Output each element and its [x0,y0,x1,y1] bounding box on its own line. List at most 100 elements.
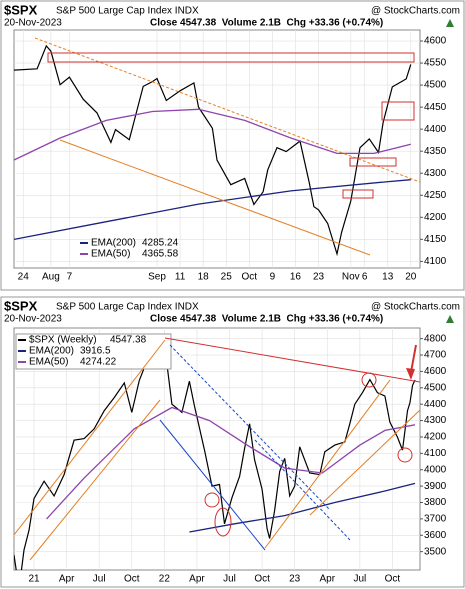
watermark: @ StockCharts.com [371,302,460,313]
y-tick-label: 4350 [424,146,447,157]
trendline [14,339,166,536]
y-tick-label: 3900 [424,481,447,492]
legend-label: $SPX (Weekly) [29,335,97,346]
y-tick-label: 4500 [424,382,447,393]
x-tick-label: Oct [124,574,140,585]
up-arrow [446,315,454,323]
trendline [264,379,391,549]
circle-marker [361,372,377,388]
arrow-head [406,368,415,380]
price-line [14,44,412,257]
legend-box [15,333,172,370]
y-tick-label: 4800 [424,333,447,344]
trendline [29,399,161,561]
quote-info: Close 4547.38 Volume 2.1B Chg +33.36 (+0… [150,314,383,325]
quote-info: Close 4547.38 Volume 2.1B Chg +33.36 (+0… [150,18,383,29]
y-tick-label: 4200 [424,212,447,223]
x-tick-label: 9 [270,272,276,283]
plot-area [14,341,416,570]
date: 20-Nov-2023 [4,18,62,29]
circle-marker [214,507,232,537]
y-tick-label: 3800 [424,497,447,508]
legend-value: 4274.22 [80,357,117,368]
up-arrow [446,19,454,27]
x-tick-label: Jul [93,574,106,585]
x-tick-label: Apr [59,574,75,585]
y-tick-label: 4100 [424,256,447,267]
x-tick-label: 20 [405,272,417,283]
x-tick-label: Apr [189,574,205,585]
plot-frame [13,29,421,269]
x-tick-label: 21 [28,574,40,585]
legend-value: 3916.5 [80,346,111,357]
x-tick-label: Jul [353,574,366,585]
legend-label: EMA(50) [29,357,68,368]
y-tick-label: 4500 [424,80,447,91]
box [349,157,397,167]
annotations [14,337,420,561]
ema-line [189,482,416,533]
legend-value: 4285.24 [142,238,179,249]
x-tick-label: 23 [313,272,325,283]
index-name: S&P 500 Large Cap Index INDX [56,302,199,313]
x-tick-label: 7 [67,272,73,283]
index-name: S&P 500 Large Cap Index INDX [56,6,199,17]
x-tick-label: Aug [42,272,60,283]
date: 20-Nov-2023 [4,314,62,325]
y-tick-label: 4700 [424,350,447,361]
x-tick-label: Oct [242,272,258,283]
circle-marker [397,447,413,463]
watermark: @ StockCharts.com [371,6,460,17]
y-tick-label: 3600 [424,530,447,541]
x-tick-label: Nov [342,272,360,283]
x-tick-label: 24 [18,272,30,283]
box [342,189,374,199]
legend-label: EMA(200) [91,238,136,249]
x-tick-label: Oct [254,574,270,585]
trendline [169,344,331,511]
plot-area [14,44,412,257]
y-tick-label: 4600 [424,366,447,377]
bottom-chart: $SPX S&P 500 Large Cap Index INDX @ StockC… [4,298,460,585]
ema-line [14,179,411,241]
panel-border [0,296,465,588]
trendline [159,419,266,551]
box [47,52,415,63]
y-tick-label: 4200 [424,432,447,443]
top-chart: $SPX S&P 500 Large Cap Index INDX @ StockC… [4,2,460,282]
y-tick-label: 3700 [424,514,447,525]
x-tick-label: Oct [385,574,401,585]
y-tick-label: 4450 [424,102,447,113]
y-tick-label: 4000 [424,464,447,475]
symbol: $SPX [4,2,38,17]
trendline [254,439,351,541]
x-tick-label: Apr [319,574,335,585]
trendline [309,409,420,516]
legend-value: 4547.38 [110,335,147,346]
panel-border [0,0,465,291]
y-tick-label: 4150 [424,234,447,245]
trendline [164,337,420,383]
trendline [34,37,420,183]
annotations [34,37,420,256]
y-tick-label: 4250 [424,190,447,201]
ema-line [46,406,416,520]
trendline [59,139,371,256]
y-tick-label: 4100 [424,448,447,459]
x-tick-label: 18 [198,272,210,283]
y-tick-label: 4600 [424,36,447,47]
x-tick-label: 16 [290,272,302,283]
x-tick-label: Jul [223,574,236,585]
x-tick-label: 6 [362,272,368,283]
x-tick-label: 11 [175,272,186,283]
legend-label: EMA(200) [29,346,74,357]
y-tick-label: 4550 [424,58,447,69]
y-tick-label: 3500 [424,546,447,557]
y-tick-label: 4300 [424,415,447,426]
plot-frame [13,327,421,571]
legend-value: 4365.58 [142,249,179,260]
arrow [410,344,417,373]
y-tick-label: 4400 [424,124,447,135]
ema-line [14,108,411,161]
